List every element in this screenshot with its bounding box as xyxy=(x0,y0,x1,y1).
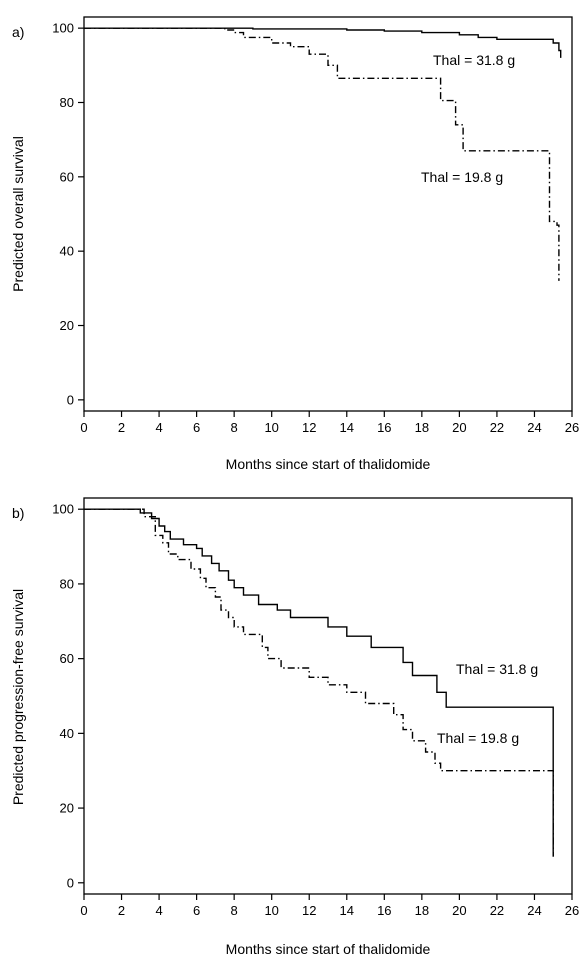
x-tick-label: 26 xyxy=(565,420,579,435)
x-tick-label: 20 xyxy=(452,903,466,918)
x-tick-label: 10 xyxy=(264,420,278,435)
y-tick-label: 20 xyxy=(60,318,74,333)
x-tick-label: 10 xyxy=(264,903,278,918)
x-tick-label: 22 xyxy=(490,420,504,435)
y-axis-ticks: 0 20 40 60 80 100 xyxy=(52,502,84,890)
y-tick-label: 40 xyxy=(60,726,74,741)
x-axis-title: Months since start of thalidomide xyxy=(226,941,431,957)
x-tick-label: 0 xyxy=(80,903,87,918)
series-line xyxy=(84,27,562,58)
x-tick-label: 4 xyxy=(155,903,162,918)
y-tick-label: 80 xyxy=(60,576,74,591)
x-tick-label: 6 xyxy=(193,903,200,918)
series-line xyxy=(84,508,554,857)
x-tick-label: 14 xyxy=(340,903,354,918)
plot-frame xyxy=(83,16,573,412)
y-tick-label: 100 xyxy=(52,502,74,517)
panel-label: b) xyxy=(12,505,24,521)
y-axis-title: Predicted overall survival xyxy=(10,136,26,292)
x-axis-ticks: 0 2 4 6 8 10 12 14 16 18 20 22 24 26 xyxy=(80,411,579,435)
x-tick-label: 12 xyxy=(302,420,316,435)
x-tick-label: 6 xyxy=(193,420,200,435)
x-axis-title: Months since start of thalidomide xyxy=(226,456,431,472)
y-tick-label: 100 xyxy=(52,21,74,36)
series-label-thal-31-8: Thal = 31.8 g xyxy=(456,661,538,677)
x-tick-label: 24 xyxy=(527,903,541,918)
x-tick-label: 16 xyxy=(377,903,391,918)
series-line xyxy=(84,27,560,281)
series-line xyxy=(84,508,554,857)
x-tick-label: 26 xyxy=(565,903,579,918)
series-label-thal-19-8: Thal = 19.8 g xyxy=(437,730,519,746)
x-tick-label: 2 xyxy=(118,420,125,435)
panel-a-overall-survival: a) 0 2 4 6 8 10 12 14 16 18 20 22 24 26 020406080100 … xyxy=(10,16,579,472)
x-tick-label: 4 xyxy=(155,420,162,435)
y-tick-label: 40 xyxy=(60,244,74,259)
x-tick-label: 0 xyxy=(80,420,87,435)
x-tick-label: 12 xyxy=(302,903,316,918)
y-tick-label: 60 xyxy=(60,169,74,184)
x-tick-label: 8 xyxy=(231,420,238,435)
x-tick-label: 18 xyxy=(415,420,429,435)
y-axis-title: Predicted progression-free survival xyxy=(10,589,26,805)
y-tick-label: 60 xyxy=(60,651,74,666)
plot-frame xyxy=(83,497,573,895)
x-tick-label: 20 xyxy=(452,420,466,435)
y-tick-label: 20 xyxy=(60,801,74,816)
y-tick-label: 0 xyxy=(67,875,74,890)
panel-label: a) xyxy=(12,24,24,40)
y-tick-label: 0 xyxy=(67,392,74,407)
y-tick-label: 80 xyxy=(60,95,74,110)
x-tick-label: 18 xyxy=(415,903,429,918)
y-axis-ticks: 0 20 40 60 80 100 xyxy=(52,21,84,407)
series-lines xyxy=(84,508,554,857)
series-lines xyxy=(84,27,562,281)
x-tick-label: 24 xyxy=(527,420,541,435)
x-tick-label: 16 xyxy=(377,420,391,435)
series-label-thal-19-8: Thal = 19.8 g xyxy=(421,169,503,185)
series-label-thal-31-8: Thal = 31.8 g xyxy=(433,52,515,68)
x-tick-label: 2 xyxy=(118,903,125,918)
x-tick-label: 8 xyxy=(231,903,238,918)
panel-b-progression-free-survival: b) 0 2 4 6 8 10 12 14 16 18 20 22 24 26 020406080100 … xyxy=(10,497,579,957)
x-axis-ticks: 0 2 4 6 8 10 12 14 16 18 20 22 24 26 xyxy=(80,894,579,918)
x-tick-label: 22 xyxy=(490,903,504,918)
x-tick-label: 14 xyxy=(340,420,354,435)
